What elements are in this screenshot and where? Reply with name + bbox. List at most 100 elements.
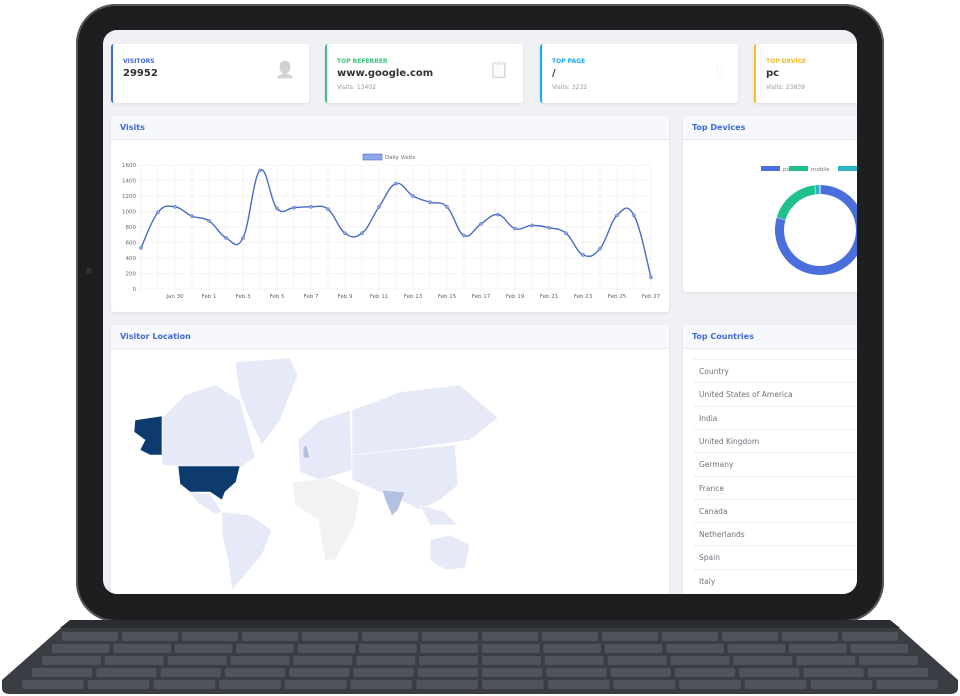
stat-card-value: / xyxy=(552,68,556,79)
data-point xyxy=(649,275,653,280)
keyboard-key xyxy=(219,680,281,689)
keyboard-key xyxy=(297,644,356,653)
country-row: United Kingdom xyxy=(693,428,857,452)
stat-card-sub: Visits: 3232 xyxy=(552,84,588,91)
keyboard-key xyxy=(662,632,718,641)
data-point xyxy=(411,194,415,198)
keyboard-key xyxy=(546,668,607,677)
x-tick-label: Feb 11 xyxy=(370,294,389,300)
x-tick-label: Jan 30 xyxy=(165,294,184,300)
stat-card-label: Top Referrer xyxy=(337,58,388,65)
keyboard-key xyxy=(850,644,908,653)
country-row: Canada xyxy=(693,498,857,522)
legend-label-pc: pc xyxy=(783,167,790,173)
visitor-location-title: Visitor Location xyxy=(111,325,669,349)
data-point xyxy=(479,222,483,226)
top-countries-panel: Top Countries Country United States of Am… xyxy=(683,325,857,594)
map-region-mexico xyxy=(189,491,223,515)
x-tick-label: Feb 5 xyxy=(270,294,285,300)
data-point xyxy=(377,205,381,209)
stat-card-1: Top Referrer www.google.com Visits: 1340… xyxy=(325,44,523,103)
y-tick-label: 600 xyxy=(126,241,137,247)
keyboard-key xyxy=(744,680,807,689)
data-point xyxy=(615,213,619,218)
keyboard-key xyxy=(876,680,938,689)
keyboard-key xyxy=(96,668,157,677)
data-point xyxy=(547,225,551,230)
data-point xyxy=(496,212,500,217)
country-row: Germany xyxy=(693,452,857,475)
keyboard-key xyxy=(174,644,233,653)
keyboard-key xyxy=(547,680,610,689)
keyboard-key xyxy=(42,656,101,665)
keyboard-key xyxy=(356,656,416,665)
top-devices-title: Top Devices xyxy=(683,116,857,140)
data-point xyxy=(224,236,228,240)
country-row: France xyxy=(693,475,857,499)
legend-swatch-tablet xyxy=(838,166,857,171)
y-tick-label: 1000 xyxy=(122,210,136,216)
legend-label: Daily Visits xyxy=(385,155,415,161)
keyboard-key xyxy=(482,656,541,665)
keyboard-key xyxy=(810,680,873,689)
country-row: Spain xyxy=(693,545,857,568)
map-region-south-america xyxy=(221,511,273,591)
data-point xyxy=(632,213,636,218)
country-row: Netherlands xyxy=(693,522,857,545)
stat-card-value: pc xyxy=(766,68,780,79)
keyboard-key xyxy=(803,668,864,677)
data-point xyxy=(445,205,449,209)
keyboard-key xyxy=(289,668,350,677)
keyboard-key xyxy=(160,668,221,677)
keyboard-key xyxy=(674,668,736,677)
keyboard-key xyxy=(113,644,171,653)
keyboard-key xyxy=(607,656,667,665)
data-point xyxy=(513,226,517,231)
stat-card-2: Top Page / Visits: 3232 ▯ xyxy=(540,44,738,103)
data-point xyxy=(564,231,568,236)
data-point xyxy=(394,181,398,186)
x-tick-label: Feb 13 xyxy=(404,294,423,300)
map-region-russia xyxy=(351,384,499,456)
legend-swatch-mobile xyxy=(789,166,808,171)
x-tick-label: Feb 27 xyxy=(642,294,661,300)
data-point xyxy=(326,207,330,212)
stat-card-value: www.google.com xyxy=(337,68,434,79)
screen-graphics: 0 200 400 600 800 1000 1200 1400 1600 Jan 30 Feb 1… xyxy=(122,153,857,591)
country-row: United States of America xyxy=(693,382,857,405)
map-region-greenland xyxy=(234,357,299,446)
keyboard-key xyxy=(284,680,347,689)
keyboard-key xyxy=(87,680,150,689)
file-icon: ▯ xyxy=(715,60,724,79)
keyboard-key xyxy=(22,680,84,689)
data-point xyxy=(139,246,143,250)
stat-card-label: Top Page xyxy=(552,58,586,65)
data-point xyxy=(292,205,296,210)
keyboard-key xyxy=(236,644,294,653)
keyboard-key xyxy=(610,668,671,677)
map-region-usa xyxy=(177,465,241,501)
y-tick-label: 1200 xyxy=(122,194,136,200)
stat-card-label: Visitors xyxy=(123,58,155,65)
keyboard-key xyxy=(842,632,898,641)
country-header: Country xyxy=(693,359,857,382)
keyboard-key xyxy=(543,644,601,653)
data-point xyxy=(428,200,432,205)
map-region-africa xyxy=(291,477,361,561)
keyboard-key xyxy=(727,644,786,653)
keyboard-key xyxy=(362,632,418,641)
map-region-europe xyxy=(297,409,353,481)
keyboard-key xyxy=(679,680,741,689)
keyboard-key xyxy=(602,632,658,641)
x-tick-label: Feb 9 xyxy=(338,294,353,300)
map-region-alaska xyxy=(133,415,163,456)
keyboard-key xyxy=(733,656,793,665)
keyboard-key xyxy=(32,668,93,677)
keyboard xyxy=(2,620,958,694)
keyboard-key xyxy=(782,632,838,641)
keyboard-key xyxy=(230,656,290,665)
data-point xyxy=(462,233,466,238)
keyboard-key xyxy=(104,656,164,665)
data-point xyxy=(275,206,279,211)
top-devices-panel: Top Devices xyxy=(683,116,857,292)
